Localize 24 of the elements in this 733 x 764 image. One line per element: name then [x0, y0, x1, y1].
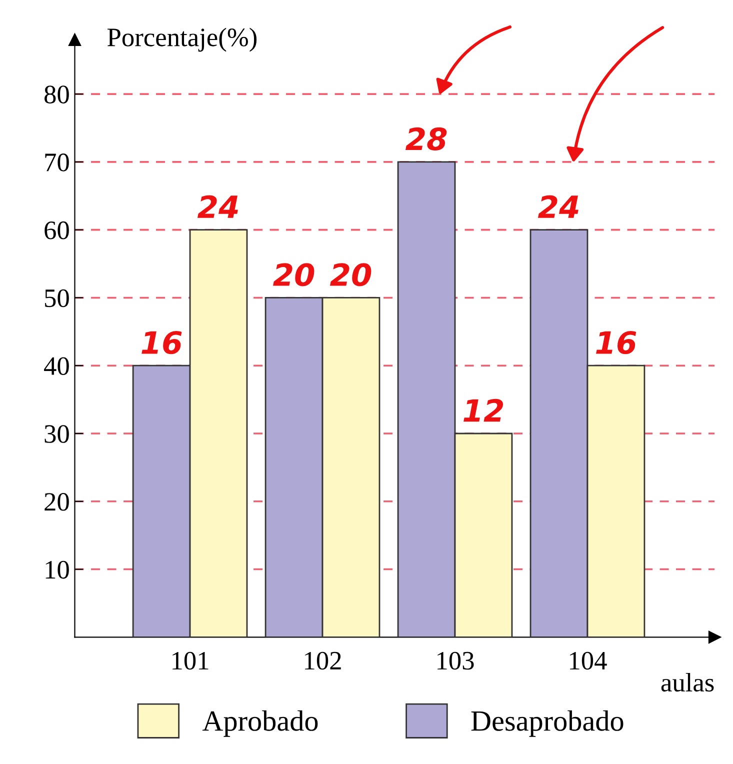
- x-tick-label: 103: [438, 652, 474, 670]
- y-tick-label: 50: [45, 289, 69, 308]
- y-tick-label: 40: [44, 357, 69, 376]
- y-tick-label: 20: [44, 493, 69, 511]
- annotation: 20: [330, 263, 372, 286]
- annotation: 16: [596, 331, 636, 354]
- y-tick-label: 70: [45, 154, 69, 172]
- y-tick-label: 10: [46, 560, 69, 579]
- y-axis-title: Porcentaje(%): [108, 28, 257, 52]
- annotation: 28: [405, 127, 447, 150]
- y-tick-label: 80: [44, 86, 69, 104]
- x-tick-label: 101: [172, 652, 208, 670]
- legend-label: Desaprobado: [471, 710, 624, 737]
- x-axis-title: aulas: [661, 673, 714, 692]
- annotation: 12: [464, 398, 504, 422]
- y-tick-label: 60: [44, 221, 69, 240]
- legend-label: Aprobado: [202, 710, 318, 737]
- annotation: 24: [538, 195, 578, 218]
- annotation: 16: [142, 331, 182, 354]
- x-tick-label: 104: [570, 652, 607, 670]
- annotation: 24: [197, 195, 238, 218]
- y-tick-label: 30: [44, 425, 69, 443]
- x-tick-label: 102: [305, 652, 341, 670]
- annotation: 20: [273, 263, 314, 286]
